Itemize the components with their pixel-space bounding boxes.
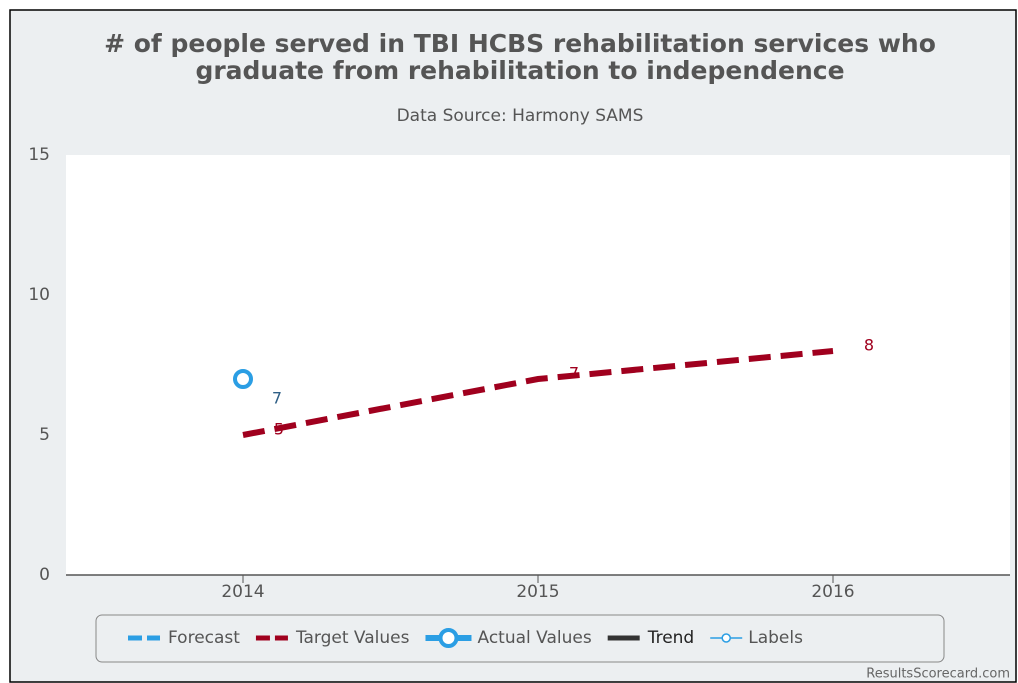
legend-box xyxy=(95,614,945,663)
x-tick-label: 2014 xyxy=(221,582,264,602)
legend-symbol xyxy=(721,633,731,643)
x-tick-label: 2015 xyxy=(516,582,559,602)
y-tick-label: 10 xyxy=(28,285,50,305)
legend-label: Actual Values xyxy=(477,628,591,648)
chart-subtitle: Data Source: Harmony SAMS xyxy=(397,106,644,126)
chart-title: # of people served in TBI HCBS rehabilit… xyxy=(104,29,936,58)
legend-label: Labels xyxy=(748,628,803,648)
data-label: 7 xyxy=(272,389,282,408)
data-point xyxy=(233,369,253,389)
legend-symbol xyxy=(438,628,459,648)
legend-label: Target Values xyxy=(295,628,410,648)
chart-title: graduate from rehabilitation to independ… xyxy=(195,56,844,85)
y-tick-label: 5 xyxy=(39,425,50,445)
plot-area xyxy=(66,155,1010,575)
data-label: 5 xyxy=(274,420,284,439)
series-line xyxy=(242,348,834,438)
credit: ResultsScorecard.com xyxy=(866,667,1010,682)
data-label: 8 xyxy=(864,336,874,355)
x-tick-label: 2016 xyxy=(811,582,854,602)
data-label: 7 xyxy=(569,364,579,383)
legend-label: Forecast xyxy=(168,628,240,648)
y-tick-label: 0 xyxy=(39,565,50,585)
legend-label: Trend xyxy=(647,628,695,648)
y-tick-label: 15 xyxy=(28,145,50,165)
